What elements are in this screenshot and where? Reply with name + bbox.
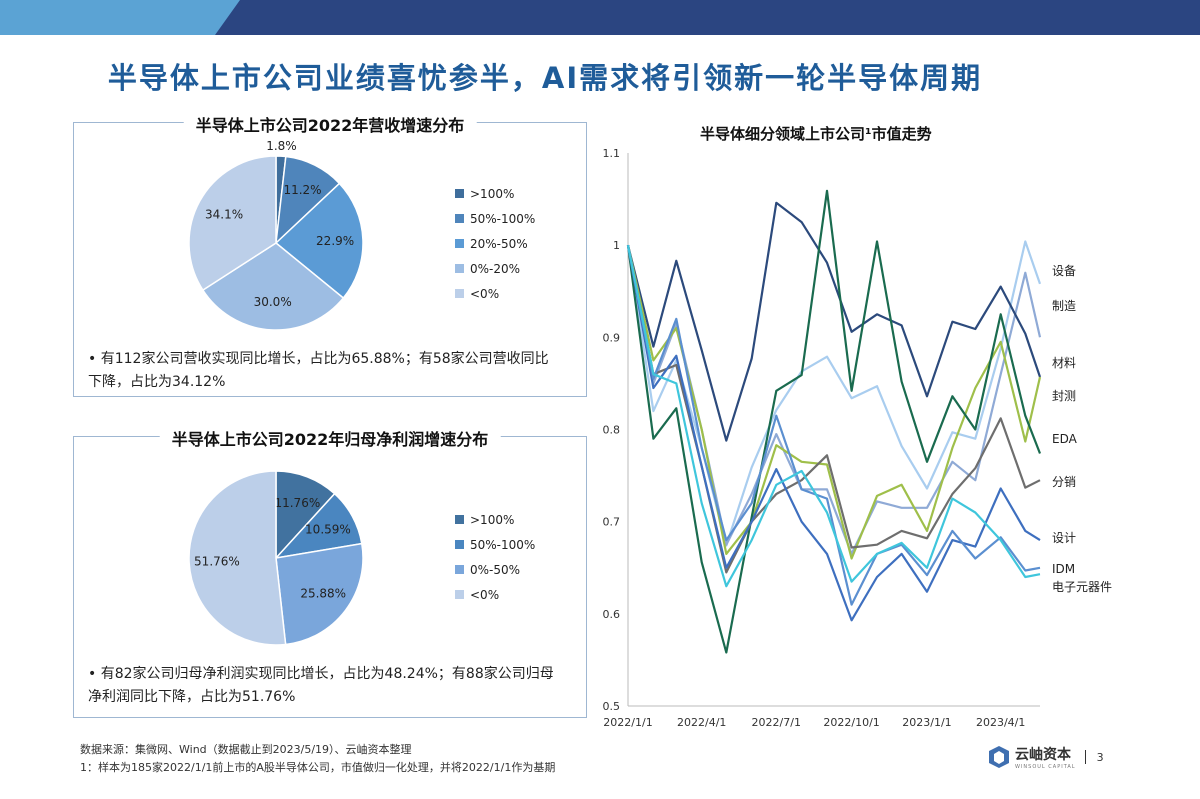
legend-swatch bbox=[455, 590, 464, 599]
legend-label: <0% bbox=[470, 286, 500, 301]
legend-swatch bbox=[455, 214, 464, 223]
profit-legend: >100% 50%-100% 0%-50% <0% bbox=[455, 507, 535, 607]
revenue-pie-chart: 1.8% 11.2% 22.9% 30.0% 34.1% bbox=[188, 139, 364, 331]
series-line bbox=[626, 189, 1042, 654]
legend-label: 50%-100% bbox=[470, 537, 536, 552]
pie-data-label: 51.76% bbox=[194, 554, 240, 568]
revenue-summary: • 有112家公司营收实现同比增长，占比为65.88%；有58家公司营收同比下降… bbox=[88, 351, 549, 390]
legend-item: >100% bbox=[455, 181, 535, 206]
legend-item: 0%-20% bbox=[455, 256, 535, 281]
pie-data-label: 30.0% bbox=[254, 295, 292, 309]
market-value-line-chart: 1.1 1 0.9 0.8 0.7 0.6 0.5 2022/1/1 2022/4/1 2022/… bbox=[603, 147, 1113, 729]
footnote: 1：样本为185家2022/1/1前上市的A股半导体公司，市值做归一化处理，并将… bbox=[80, 761, 556, 774]
legend-swatch bbox=[455, 515, 464, 524]
pie-slice bbox=[274, 182, 364, 300]
top-banner bbox=[0, 0, 1200, 35]
x-tick-label: 2023/4/1 bbox=[976, 716, 1025, 729]
legend-swatch bbox=[455, 289, 464, 298]
x-tick-label: 2022/1/1 bbox=[603, 716, 652, 729]
pie-data-label: 22.9% bbox=[316, 234, 354, 248]
profit-panel-title: 半导体上市公司2022年归母净利润增速分布 bbox=[159, 426, 501, 450]
x-tick-label: 2022/4/1 bbox=[677, 716, 726, 729]
legend-swatch bbox=[455, 540, 464, 549]
legend-item: 20%-50% bbox=[455, 231, 535, 256]
legend-item: <0% bbox=[455, 582, 535, 607]
divider bbox=[1084, 750, 1086, 764]
series-label: 分销 bbox=[1052, 475, 1076, 489]
legend-item: 50%-100% bbox=[455, 532, 535, 557]
series-label: 电子元器件 bbox=[1052, 580, 1112, 594]
legend-label: 0%-50% bbox=[470, 562, 521, 577]
profit-summary: • 有82家公司归母净利润实现同比增长，占比为48.24%；有88家公司归母净利… bbox=[88, 666, 554, 705]
page-title: 半导体上市公司业绩喜忧参半，AI需求将引领新一轮半导体周期 bbox=[107, 61, 983, 95]
pie-slice bbox=[188, 155, 277, 292]
y-tick-label: 0.7 bbox=[603, 516, 621, 529]
legend-swatch bbox=[455, 565, 464, 574]
legend-item: 0%-50% bbox=[455, 557, 535, 582]
legend-swatch bbox=[455, 264, 464, 273]
pie-slice bbox=[275, 542, 364, 646]
pie-data-label: 10.59% bbox=[305, 523, 351, 537]
y-tick-label: 0.9 bbox=[603, 331, 621, 344]
company-logo: 云岫资本 WINSOUL CAPITAL 3 bbox=[988, 744, 1104, 770]
series-line bbox=[626, 245, 1042, 555]
series-label: 材料 bbox=[1052, 356, 1076, 370]
series-label: 设备 bbox=[1052, 264, 1076, 278]
x-tick-label: 2022/10/1 bbox=[823, 716, 879, 729]
series-line bbox=[626, 244, 1041, 606]
profit-summary-text: 有82家公司归母净利润实现同比增长，占比为48.24%；有88家公司归母净利润同… bbox=[88, 666, 554, 705]
series-label: 设计 bbox=[1052, 531, 1076, 545]
revenue-summary-text: 有112家公司营收实现同比增长，占比为65.88%；有58家公司营收同比下降，占… bbox=[88, 351, 549, 390]
series-line bbox=[626, 245, 1041, 622]
series-line bbox=[626, 244, 1041, 588]
source-note: 数据来源：集微网、Wind（数据截止到2023/5/19）、云岫资本整理 bbox=[80, 743, 412, 756]
legend-label: 50%-100% bbox=[470, 211, 536, 226]
pie-data-label: 11.76% bbox=[274, 496, 320, 510]
x-tick-label: 2022/7/1 bbox=[752, 716, 801, 729]
pie-slice bbox=[188, 470, 287, 646]
y-tick-label: 1 bbox=[613, 239, 620, 252]
logo-mark-icon bbox=[989, 746, 1009, 768]
legend-item: >100% bbox=[455, 507, 535, 532]
series-label: EDA bbox=[1052, 432, 1078, 446]
pie-slice bbox=[275, 470, 336, 560]
pie-slice bbox=[201, 242, 345, 331]
revenue-panel-title: 半导体上市公司2022年营收增速分布 bbox=[183, 112, 477, 136]
series-label: 封测 bbox=[1052, 389, 1076, 403]
series-line bbox=[626, 244, 1042, 560]
legend-label: <0% bbox=[470, 587, 500, 602]
x-tick-label: 2023/1/1 bbox=[902, 716, 951, 729]
y-tick-label: 0.6 bbox=[603, 608, 621, 621]
y-tick-label: 0.5 bbox=[603, 700, 621, 713]
legend-swatch bbox=[455, 239, 464, 248]
series-label: IDM bbox=[1052, 562, 1075, 576]
legend-swatch bbox=[455, 189, 464, 198]
legend-label: 0%-20% bbox=[470, 261, 521, 276]
pie-data-label: 11.2% bbox=[283, 183, 321, 197]
page-number: 3 bbox=[1096, 750, 1104, 764]
legend-label: >100% bbox=[470, 186, 515, 201]
revenue-legend: >100% 50%-100% 20%-50% 0%-20% <0% bbox=[455, 181, 535, 306]
logo-subtext: WINSOUL CAPITAL bbox=[1015, 764, 1076, 770]
legend-item: <0% bbox=[455, 281, 535, 306]
legend-label: 20%-50% bbox=[470, 236, 528, 251]
logo-text: 云岫资本 bbox=[1015, 747, 1071, 763]
profit-pie-chart: 11.76% 10.59% 25.88% 51.76% bbox=[188, 470, 364, 646]
pie-data-label: 1.8% bbox=[266, 139, 297, 153]
y-tick-label: 0.8 bbox=[603, 424, 621, 437]
legend-item: 50%-100% bbox=[455, 206, 535, 231]
pie-data-label: 25.88% bbox=[300, 587, 346, 601]
series-line bbox=[626, 240, 1042, 547]
legend-label: >100% bbox=[470, 512, 515, 527]
pie-data-label: 34.1% bbox=[205, 208, 243, 222]
series-label: 制造 bbox=[1052, 299, 1076, 313]
y-tick-label: 1.1 bbox=[603, 147, 621, 160]
line-chart-title: 半导体细分领域上市公司¹市值走势 bbox=[700, 125, 932, 143]
